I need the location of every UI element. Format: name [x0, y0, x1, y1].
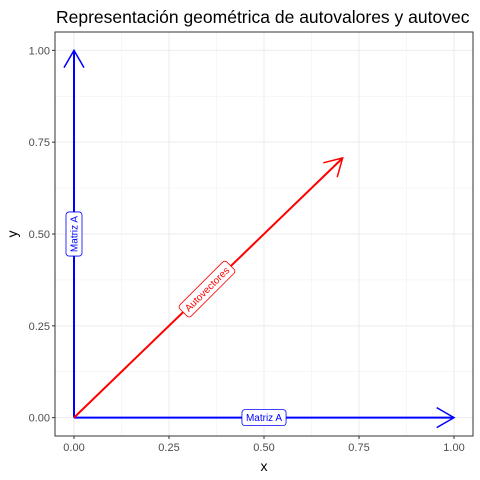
vector-label: Matriz A: [65, 211, 83, 257]
chart-title: Representación geométrica de autovalores…: [56, 7, 470, 27]
arrowhead: [323, 156, 344, 178]
y-tick-label: 0.75: [29, 137, 50, 149]
y-tick-label: 0.00: [29, 413, 50, 425]
y-tick-label: 1.00: [29, 45, 50, 57]
vector-label-box: [65, 211, 83, 257]
vector-label-text: Matriz A: [246, 413, 282, 424]
axis-ticks: 0.00 0.25 0.50 0.75 1.00 0.00 0.25 0.50 0.75 1.00: [29, 45, 465, 454]
arrowhead: [436, 406, 456, 429]
y-tick-label: 0.50: [29, 229, 50, 241]
vector-matriz-a-x: Matriz A: [74, 406, 456, 429]
x-tick-label: 0.50: [253, 442, 274, 454]
vector-label: Matriz A: [241, 409, 287, 427]
arrowhead: [63, 48, 85, 69]
y-tick-label: 0.25: [29, 321, 50, 333]
x-axis-title: x: [261, 458, 268, 474]
vector-label-box: [178, 260, 236, 318]
x-tick-label: 1.00: [443, 442, 464, 454]
vector-label-text: Matriz A: [70, 216, 81, 252]
vector-matriz-a-y: Matriz A: [63, 48, 85, 418]
x-tick-label: 0.00: [63, 442, 84, 454]
x-tick-label: 0.25: [158, 442, 179, 454]
y-axis-title: y: [4, 231, 20, 238]
x-tick-label: 0.75: [348, 442, 369, 454]
vector-label-box: [241, 409, 287, 427]
